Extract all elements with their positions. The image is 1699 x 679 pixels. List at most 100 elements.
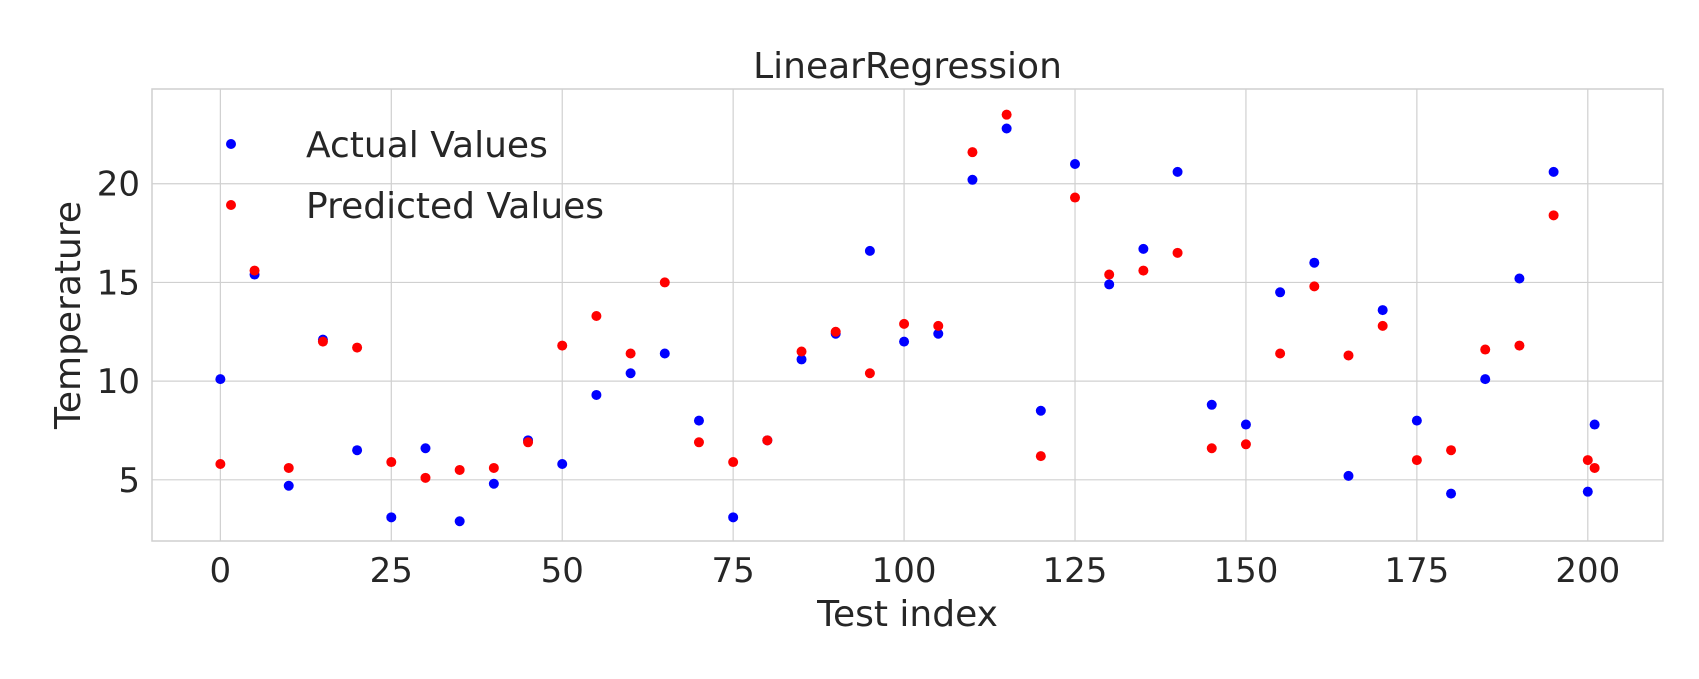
predicted-value-point (420, 472, 431, 483)
actual-value-point (352, 445, 363, 456)
actual-value-point (1172, 166, 1183, 177)
predicted-value-point (899, 318, 910, 329)
predicted-value-point (1377, 320, 1388, 331)
predicted-value-point (1001, 109, 1012, 120)
predicted-value-point (967, 147, 978, 158)
actual-value-point (1411, 415, 1422, 426)
legend: Actual Values Predicted Values (226, 125, 604, 227)
actual-value-point (1309, 257, 1320, 268)
x-tick-label: 125 (1043, 551, 1108, 591)
actual-value-point (420, 443, 431, 454)
predicted-value-point (1104, 269, 1115, 280)
predicted-value-point (215, 459, 226, 470)
actual-value-point (1480, 374, 1491, 385)
actual-value-point (659, 348, 670, 359)
actual-value-point (693, 415, 704, 426)
actual-value-point (386, 512, 397, 523)
predicted-value-point (1275, 348, 1286, 359)
predicted-value-point (693, 437, 704, 448)
predicted-value-point (283, 462, 294, 473)
actual-value-point (899, 336, 910, 347)
actual-value-point (283, 480, 294, 491)
actual-value-point (1514, 273, 1525, 284)
plot-frame (151, 88, 1664, 542)
predicted-value-point (933, 320, 944, 331)
actual-value-point (1343, 470, 1354, 481)
x-tick-label: 175 (1384, 551, 1449, 591)
predicted-value-point (557, 340, 568, 351)
y-axis-label: Temperature (48, 201, 89, 430)
x-tick-label: 0 (210, 551, 232, 591)
actual-value-point (796, 354, 807, 365)
predicted-value-point (386, 457, 397, 468)
x-axis-label: Test index (816, 594, 998, 635)
predicted-value-point (454, 464, 465, 475)
predicted-value-point (1309, 281, 1320, 292)
x-tick-label: 50 (541, 551, 584, 591)
actual-value-point (488, 478, 499, 489)
predicted-value-point (1138, 265, 1149, 276)
predicted-value-point (1514, 340, 1525, 351)
data-points (215, 109, 1600, 527)
actual-value-point (967, 174, 978, 185)
actual-value-point (1035, 405, 1046, 416)
actual-value-point (1206, 399, 1217, 410)
predicted-value-point (523, 437, 534, 448)
actual-value-point (215, 374, 226, 385)
legend-label-predicted: Predicted Values (306, 186, 604, 227)
predicted-value-point (830, 326, 841, 337)
predicted-value-point (591, 310, 602, 321)
predicted-value-point (659, 277, 670, 288)
actual-value-point (1446, 488, 1457, 499)
predicted-value-point (1206, 443, 1217, 454)
predicted-value-point (625, 348, 636, 359)
predicted-value-point (1548, 210, 1559, 221)
actual-value-point (1104, 279, 1115, 290)
actual-value-point (1589, 419, 1600, 430)
predicted-value-point (864, 368, 875, 379)
predicted-value-point (1589, 462, 1600, 473)
actual-value-point (1377, 305, 1388, 316)
predicted-value-point (1446, 445, 1457, 456)
actual-value-point (728, 512, 739, 523)
predicted-value-point (1411, 455, 1422, 466)
actual-value-point (1582, 486, 1593, 497)
legend-marker-predicted (226, 200, 236, 210)
predicted-value-point (728, 457, 739, 468)
x-tick-label: 100 (872, 551, 937, 591)
actual-value-point (864, 245, 875, 256)
legend-label-actual: Actual Values (306, 125, 548, 166)
y-tick-label: 5 (118, 461, 140, 501)
actual-value-point (454, 516, 465, 527)
y-tick-label: 10 (97, 362, 140, 402)
predicted-value-point (317, 336, 328, 347)
predicted-value-point (1240, 439, 1251, 450)
actual-value-point (591, 389, 602, 400)
predicted-value-point (1480, 344, 1491, 355)
legend-marker-actual (226, 139, 236, 149)
predicted-value-point (1582, 455, 1593, 466)
y-tick-label: 20 (97, 165, 140, 205)
predicted-value-point (488, 462, 499, 473)
actual-value-point (1275, 287, 1286, 298)
predicted-value-point (352, 342, 363, 353)
actual-value-point (1070, 159, 1081, 170)
tick-labels: 0 25 50 75 100 125 150 175 200 5 10 15 20 (97, 165, 1621, 591)
predicted-value-point (796, 346, 807, 357)
actual-value-point (1240, 419, 1251, 430)
predicted-value-point (1070, 192, 1081, 203)
actual-value-point (933, 328, 944, 339)
x-tick-label: 150 (1213, 551, 1278, 591)
predicted-value-point (762, 435, 773, 446)
actual-value-point (625, 368, 636, 379)
predicted-value-point (1035, 451, 1046, 462)
chart-title: LinearRegression (753, 46, 1062, 87)
actual-value-point (1548, 166, 1559, 177)
predicted-value-point (249, 265, 260, 276)
actual-value-point (557, 459, 568, 470)
predicted-value-point (1172, 247, 1183, 258)
actual-value-point (1138, 243, 1149, 254)
y-tick-label: 15 (97, 263, 140, 303)
actual-value-point (1001, 123, 1012, 134)
